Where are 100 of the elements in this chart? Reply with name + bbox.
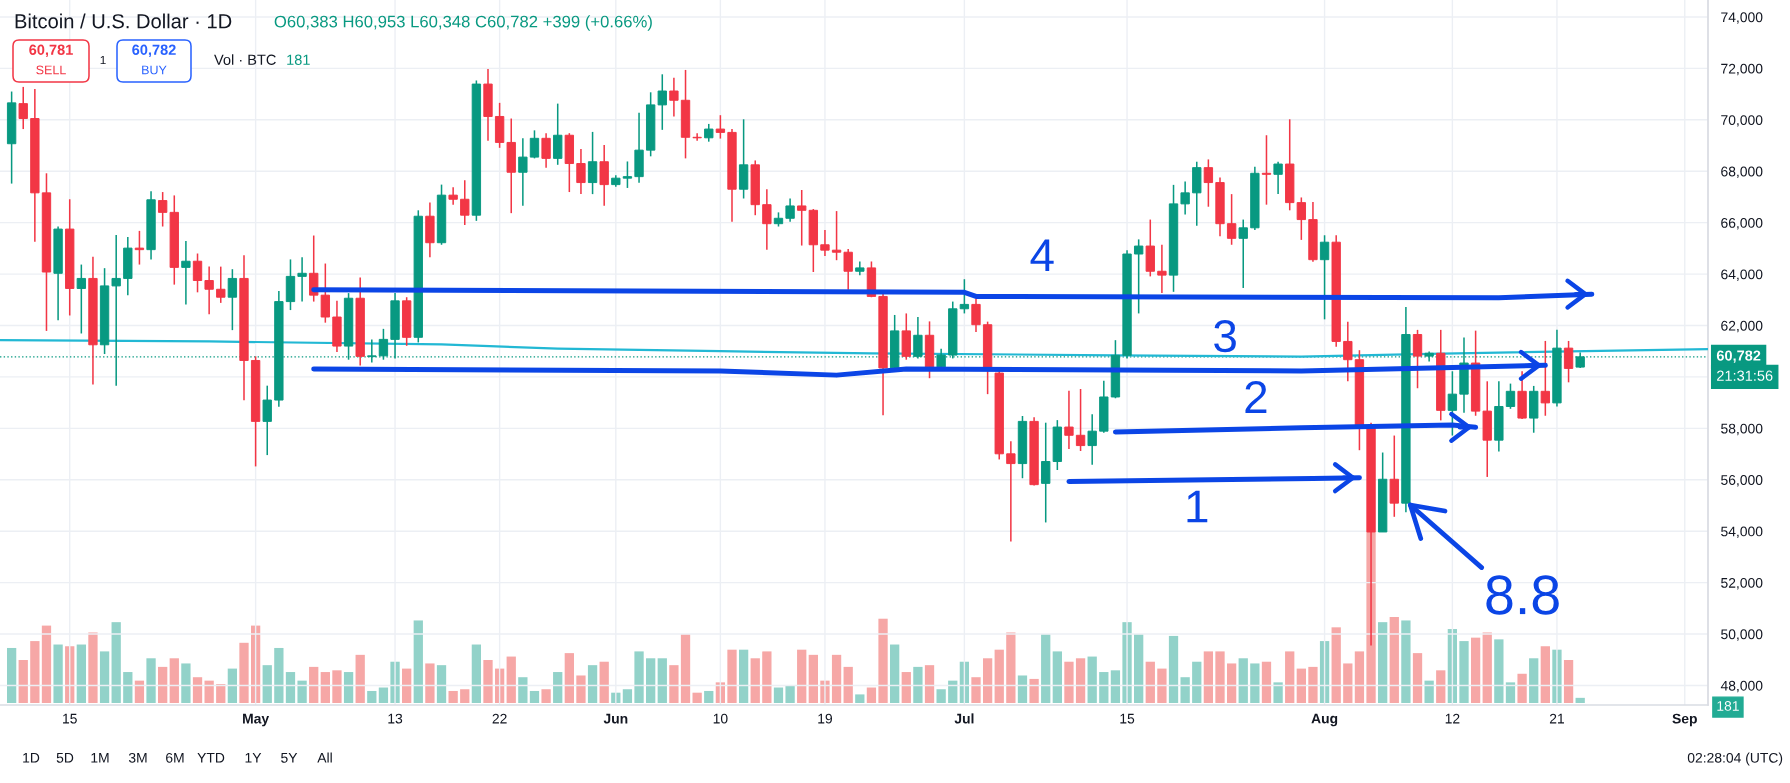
candlestick — [204, 265, 214, 315]
bar — [738, 649, 749, 703]
x-tick-label: 12 — [1445, 713, 1460, 724]
candlestick — [529, 129, 540, 160]
bar — [866, 687, 877, 703]
bar — [1575, 697, 1585, 703]
bar — [1238, 658, 1248, 703]
x-tick-label: Sep — [1672, 713, 1697, 727]
bar — [553, 672, 563, 703]
series-label: 2 — [1245, 380, 1267, 413]
annotation: BUY — [142, 65, 167, 75]
candlestick — [541, 132, 551, 169]
candlestick — [959, 278, 970, 315]
bar — [1017, 675, 1028, 703]
candlestick — [227, 268, 238, 331]
candlestick — [1226, 193, 1237, 246]
bar — [1215, 651, 1225, 703]
bar — [181, 663, 191, 703]
bar — [99, 651, 110, 703]
text: 3M — [128, 752, 147, 763]
text: YTD — [197, 753, 225, 763]
y-tick-label: 62,000 — [1721, 320, 1763, 333]
candlestick — [1319, 234, 1330, 321]
bar — [924, 665, 935, 703]
y-tick-label: 54,000 — [1721, 526, 1763, 538]
candlestick — [76, 263, 87, 335]
candlestick — [157, 191, 168, 228]
series-label: 1 — [1187, 490, 1208, 523]
bar — [890, 644, 900, 703]
bar — [192, 677, 203, 703]
bar — [378, 687, 389, 703]
bar — [587, 665, 598, 703]
annotation: 8.8 — [1486, 575, 1559, 615]
bar — [355, 654, 365, 703]
bar — [948, 680, 958, 703]
candlestick — [1075, 388, 1086, 452]
bar — [1192, 661, 1202, 703]
bar — [1529, 658, 1539, 703]
bar — [1261, 661, 1272, 703]
bar — [88, 632, 98, 703]
annotation: 1 — [100, 55, 106, 65]
candlestick — [599, 144, 609, 207]
bar — [169, 658, 179, 703]
x-tick-label: 10 — [713, 713, 728, 724]
y-tick-label: 64,000 — [1721, 269, 1763, 281]
bar — [436, 665, 447, 703]
bar — [982, 658, 993, 703]
bar — [843, 666, 853, 703]
annotation: 181 — [287, 54, 310, 65]
bar — [518, 677, 528, 703]
bar — [971, 677, 981, 703]
candlestick — [1261, 134, 1272, 206]
bar — [134, 680, 145, 703]
text: O60,383 H60,953 L60,348 C60,782 +399 (+0.66%) — [274, 15, 652, 31]
candlestick — [18, 86, 28, 130]
bar — [216, 684, 226, 703]
annotation: SELL — [36, 65, 66, 75]
bar — [576, 675, 586, 703]
bar — [1401, 620, 1411, 703]
bar — [599, 661, 609, 703]
candlestick — [1563, 340, 1574, 384]
bar — [1436, 670, 1446, 703]
bar — [413, 620, 423, 703]
bar — [1331, 627, 1341, 703]
bar — [1354, 651, 1365, 703]
x-tick-label: May — [243, 713, 270, 727]
bar — [1110, 670, 1121, 703]
candlestick — [657, 73, 667, 131]
bar — [239, 642, 249, 703]
candlestick — [1006, 440, 1016, 543]
bar — [1285, 651, 1295, 703]
bar — [727, 649, 737, 703]
bar — [297, 680, 307, 703]
bar — [1563, 660, 1574, 703]
x-tick-label: 15 — [1120, 713, 1135, 724]
candlestick — [797, 189, 807, 247]
bar — [785, 685, 795, 703]
bar — [1505, 682, 1516, 703]
candlestick — [843, 248, 853, 291]
ref-line-label: 60,782 — [1716, 350, 1761, 363]
bar — [564, 653, 574, 703]
series-label: 3 — [1214, 319, 1236, 353]
bar — [1052, 651, 1062, 703]
y-tick-label: 74,000 — [1721, 12, 1763, 24]
bar — [1308, 666, 1318, 703]
bar — [773, 687, 784, 703]
y-tick-label: 50,000 — [1721, 629, 1763, 641]
candlestick — [785, 197, 795, 223]
bar — [309, 666, 319, 703]
bar — [30, 641, 40, 703]
bar — [402, 668, 412, 703]
bar — [878, 618, 888, 703]
bar — [53, 644, 63, 703]
candlestick — [820, 229, 830, 257]
bar — [111, 622, 121, 703]
bar — [1412, 653, 1423, 703]
annotation: 60,781 — [29, 44, 73, 58]
bar — [41, 625, 52, 703]
bar — [285, 672, 296, 703]
candlestick — [181, 240, 191, 306]
